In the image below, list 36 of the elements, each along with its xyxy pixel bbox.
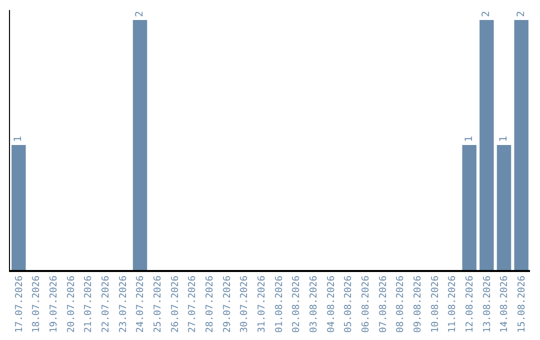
x-tick-label: 13.08.2026 bbox=[482, 275, 493, 333]
x-tick-label: 17.07.2026 bbox=[14, 275, 25, 333]
x-tick-label: 14.08.2026 bbox=[499, 275, 510, 333]
x-tick-label: 05.08.2026 bbox=[343, 275, 354, 333]
x-tick-label: 09.08.2026 bbox=[412, 275, 424, 333]
data-label: 2 bbox=[134, 10, 146, 17]
x-tick-label: 07.08.2026 bbox=[378, 275, 389, 333]
data-label: 2 bbox=[516, 10, 527, 17]
x-tick-label: 11.08.2026 bbox=[447, 275, 458, 333]
x-tick-label: 25.07.2026 bbox=[152, 275, 164, 333]
data-label: 1 bbox=[13, 136, 24, 142]
x-tick-label: 10.08.2026 bbox=[430, 275, 441, 333]
x-tick-label: 23.07.2026 bbox=[118, 275, 129, 333]
x-tick-label: 18.07.2026 bbox=[31, 275, 42, 333]
x-tick-label: 24.07.2026 bbox=[135, 275, 146, 333]
x-tick-label: 15.08.2026 bbox=[516, 275, 528, 333]
x-tick-label: 12.08.2026 bbox=[464, 275, 476, 333]
x-tick-label: 01.08.2026 bbox=[274, 275, 285, 333]
x-tick-label: 06.08.2026 bbox=[360, 275, 372, 333]
x-tick-label: 27.07.2026 bbox=[187, 275, 198, 333]
x-tick-label: 03.08.2026 bbox=[308, 275, 320, 333]
data-label: 2 bbox=[481, 10, 492, 17]
x-tick-label: 28.07.2026 bbox=[204, 275, 216, 333]
x-tick-label: 29.07.2026 bbox=[222, 275, 233, 333]
x-tick-label: 21.07.2026 bbox=[83, 275, 94, 333]
data-label: 1 bbox=[464, 136, 475, 142]
x-tick-label: 26.07.2026 bbox=[170, 275, 181, 333]
x-tick-label: 08.08.2026 bbox=[395, 275, 406, 333]
x-tick-label: 30.07.2026 bbox=[239, 275, 250, 333]
x-tick-label: 22.07.2026 bbox=[100, 275, 112, 333]
x-tick-label: 31.07.2026 bbox=[256, 275, 268, 333]
x-tick-label: 02.08.2026 bbox=[291, 275, 302, 333]
data-label: 1 bbox=[498, 136, 510, 142]
x-tick-label: 04.08.2026 bbox=[326, 275, 337, 333]
x-tick-label: 20.07.2026 bbox=[66, 275, 77, 333]
x-tick-label: 19.07.2026 bbox=[48, 275, 60, 333]
